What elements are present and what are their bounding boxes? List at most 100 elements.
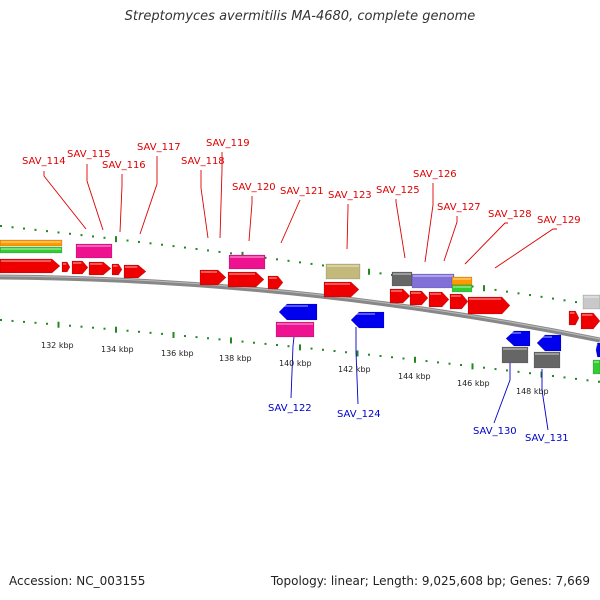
gene-label-forward[interactable]: SAV_127: [437, 202, 481, 213]
accession-text: Accession: NC_003155: [9, 574, 146, 588]
ruler-tick-label: 140 kbp: [279, 359, 312, 368]
inner-tick: [69, 324, 71, 327]
inner-tick: [494, 368, 497, 371]
reverse-gene: [536, 334, 562, 352]
inner-tick: [586, 379, 589, 382]
reverse-gene-shine: [352, 313, 375, 315]
inner-tick: [253, 341, 255, 344]
inner-tick: [483, 366, 485, 369]
inner-tick: [207, 337, 209, 340]
forward-gene: [449, 293, 469, 310]
green-feature: [451, 284, 473, 293]
forward-gene-shine: [201, 271, 217, 273]
gray-feature-shine: [503, 348, 527, 350]
forward-gene-shine: [582, 314, 593, 316]
inner-tick: [368, 353, 370, 356]
ruler-tick-label: 132 kbp: [41, 341, 74, 350]
outer-tick: [218, 250, 221, 253]
forward-gene-shine: [269, 277, 277, 279]
outer-tick: [517, 292, 520, 295]
gene-label-forward[interactable]: SAV_118: [181, 156, 225, 167]
outer-tick: [494, 288, 497, 291]
inner-tick: [540, 371, 543, 378]
ruler-tick-label: 138 kbp: [219, 354, 252, 363]
magenta-feature-shine: [77, 245, 111, 247]
inner-tick: [310, 347, 313, 350]
gene-label-forward[interactable]: SAV_119: [206, 138, 250, 149]
olive-feature-shine: [327, 265, 359, 267]
outer-tick: [483, 285, 485, 292]
inner-tick: [448, 362, 451, 365]
leader-line: [424, 183, 434, 263]
leader-line: [248, 196, 253, 242]
inner-tick: [46, 322, 48, 325]
gene-label-forward[interactable]: SAV_115: [67, 149, 111, 160]
leader-line: [200, 170, 209, 239]
outer-tick: [57, 231, 60, 234]
reverse-gene-shine: [538, 336, 552, 338]
forward-gene-shine: [570, 312, 575, 314]
green-feature-band-shine: [1, 248, 61, 250]
gene-label-reverse[interactable]: SAV_131: [525, 433, 569, 444]
outer-tick: [230, 252, 232, 255]
gene-label-forward[interactable]: SAV_120: [232, 182, 276, 193]
gene-label-forward[interactable]: SAV_125: [376, 185, 420, 196]
ruler-tick-label: 144 kbp: [398, 372, 431, 381]
inner-tick: [529, 372, 531, 375]
purple-feature-shine: [413, 275, 453, 277]
gene-label-forward[interactable]: SAV_116: [102, 160, 146, 171]
inner-tick: [218, 338, 221, 341]
gene-label-forward[interactable]: SAV_114: [22, 156, 66, 167]
leader-line: [139, 156, 158, 235]
reverse-gene: [350, 311, 385, 329]
gene-label-reverse[interactable]: SAV_130: [473, 426, 517, 437]
genome-backbone-highlight: [0, 275, 600, 340]
forward-gene-shine: [125, 266, 138, 268]
inner-tick: [34, 321, 37, 324]
gene-label-forward[interactable]: SAV_121: [280, 186, 324, 197]
gene-label-forward[interactable]: SAV_117: [137, 142, 181, 153]
inner-tick: [126, 329, 129, 332]
leader-line: [464, 222, 508, 265]
forward-gene-shine: [1, 260, 51, 262]
gene-label-forward[interactable]: SAV_129: [537, 215, 581, 226]
inner-tick: [241, 340, 244, 343]
leader-line: [395, 199, 406, 259]
ruler-tick-label: 142 kbp: [338, 365, 371, 374]
lightgray-feature-shine: [584, 296, 599, 298]
forward-gene: [0, 258, 61, 274]
forward-gene: [428, 291, 450, 308]
inner-tick: [23, 320, 25, 323]
forward-gene-shine: [430, 293, 441, 295]
outer-tick: [115, 236, 117, 243]
inner-tick: [80, 325, 83, 328]
gene-label-forward[interactable]: SAV_126: [413, 169, 457, 180]
inner-tick: [0, 319, 2, 321]
gene-label-forward[interactable]: SAV_123: [328, 190, 372, 201]
forward-gene: [88, 261, 112, 276]
outer-tick: [138, 240, 140, 243]
outer-tick: [34, 228, 37, 231]
outer-tick: [195, 247, 198, 250]
magenta-feature: [75, 243, 113, 259]
label-leader-lines: [43, 152, 557, 431]
leader-line: [493, 363, 511, 424]
forward-gene: [389, 288, 411, 304]
gene-label-forward[interactable]: SAV_128: [488, 209, 532, 220]
leader-line: [86, 164, 104, 231]
outer-tick: [379, 272, 382, 275]
gene-label-reverse[interactable]: SAV_122: [268, 403, 312, 414]
forward-gene-shine: [325, 283, 350, 285]
ruler-tick-label: 146 kbp: [457, 379, 490, 388]
outer-tick: [276, 258, 278, 261]
inner-tick: [437, 361, 439, 364]
inner-tick: [598, 380, 600, 383]
inner-tick: [563, 376, 566, 379]
forward-gene: [111, 263, 123, 276]
forward-gene-shine: [63, 263, 67, 265]
topology-summary: Topology: linear; Length: 9,025,608 bp; …: [270, 574, 590, 588]
gene-label-reverse[interactable]: SAV_124: [337, 409, 381, 420]
reverse-gene: [278, 303, 318, 321]
outer-tick: [552, 297, 554, 300]
reverse-gene-shine: [507, 332, 521, 334]
